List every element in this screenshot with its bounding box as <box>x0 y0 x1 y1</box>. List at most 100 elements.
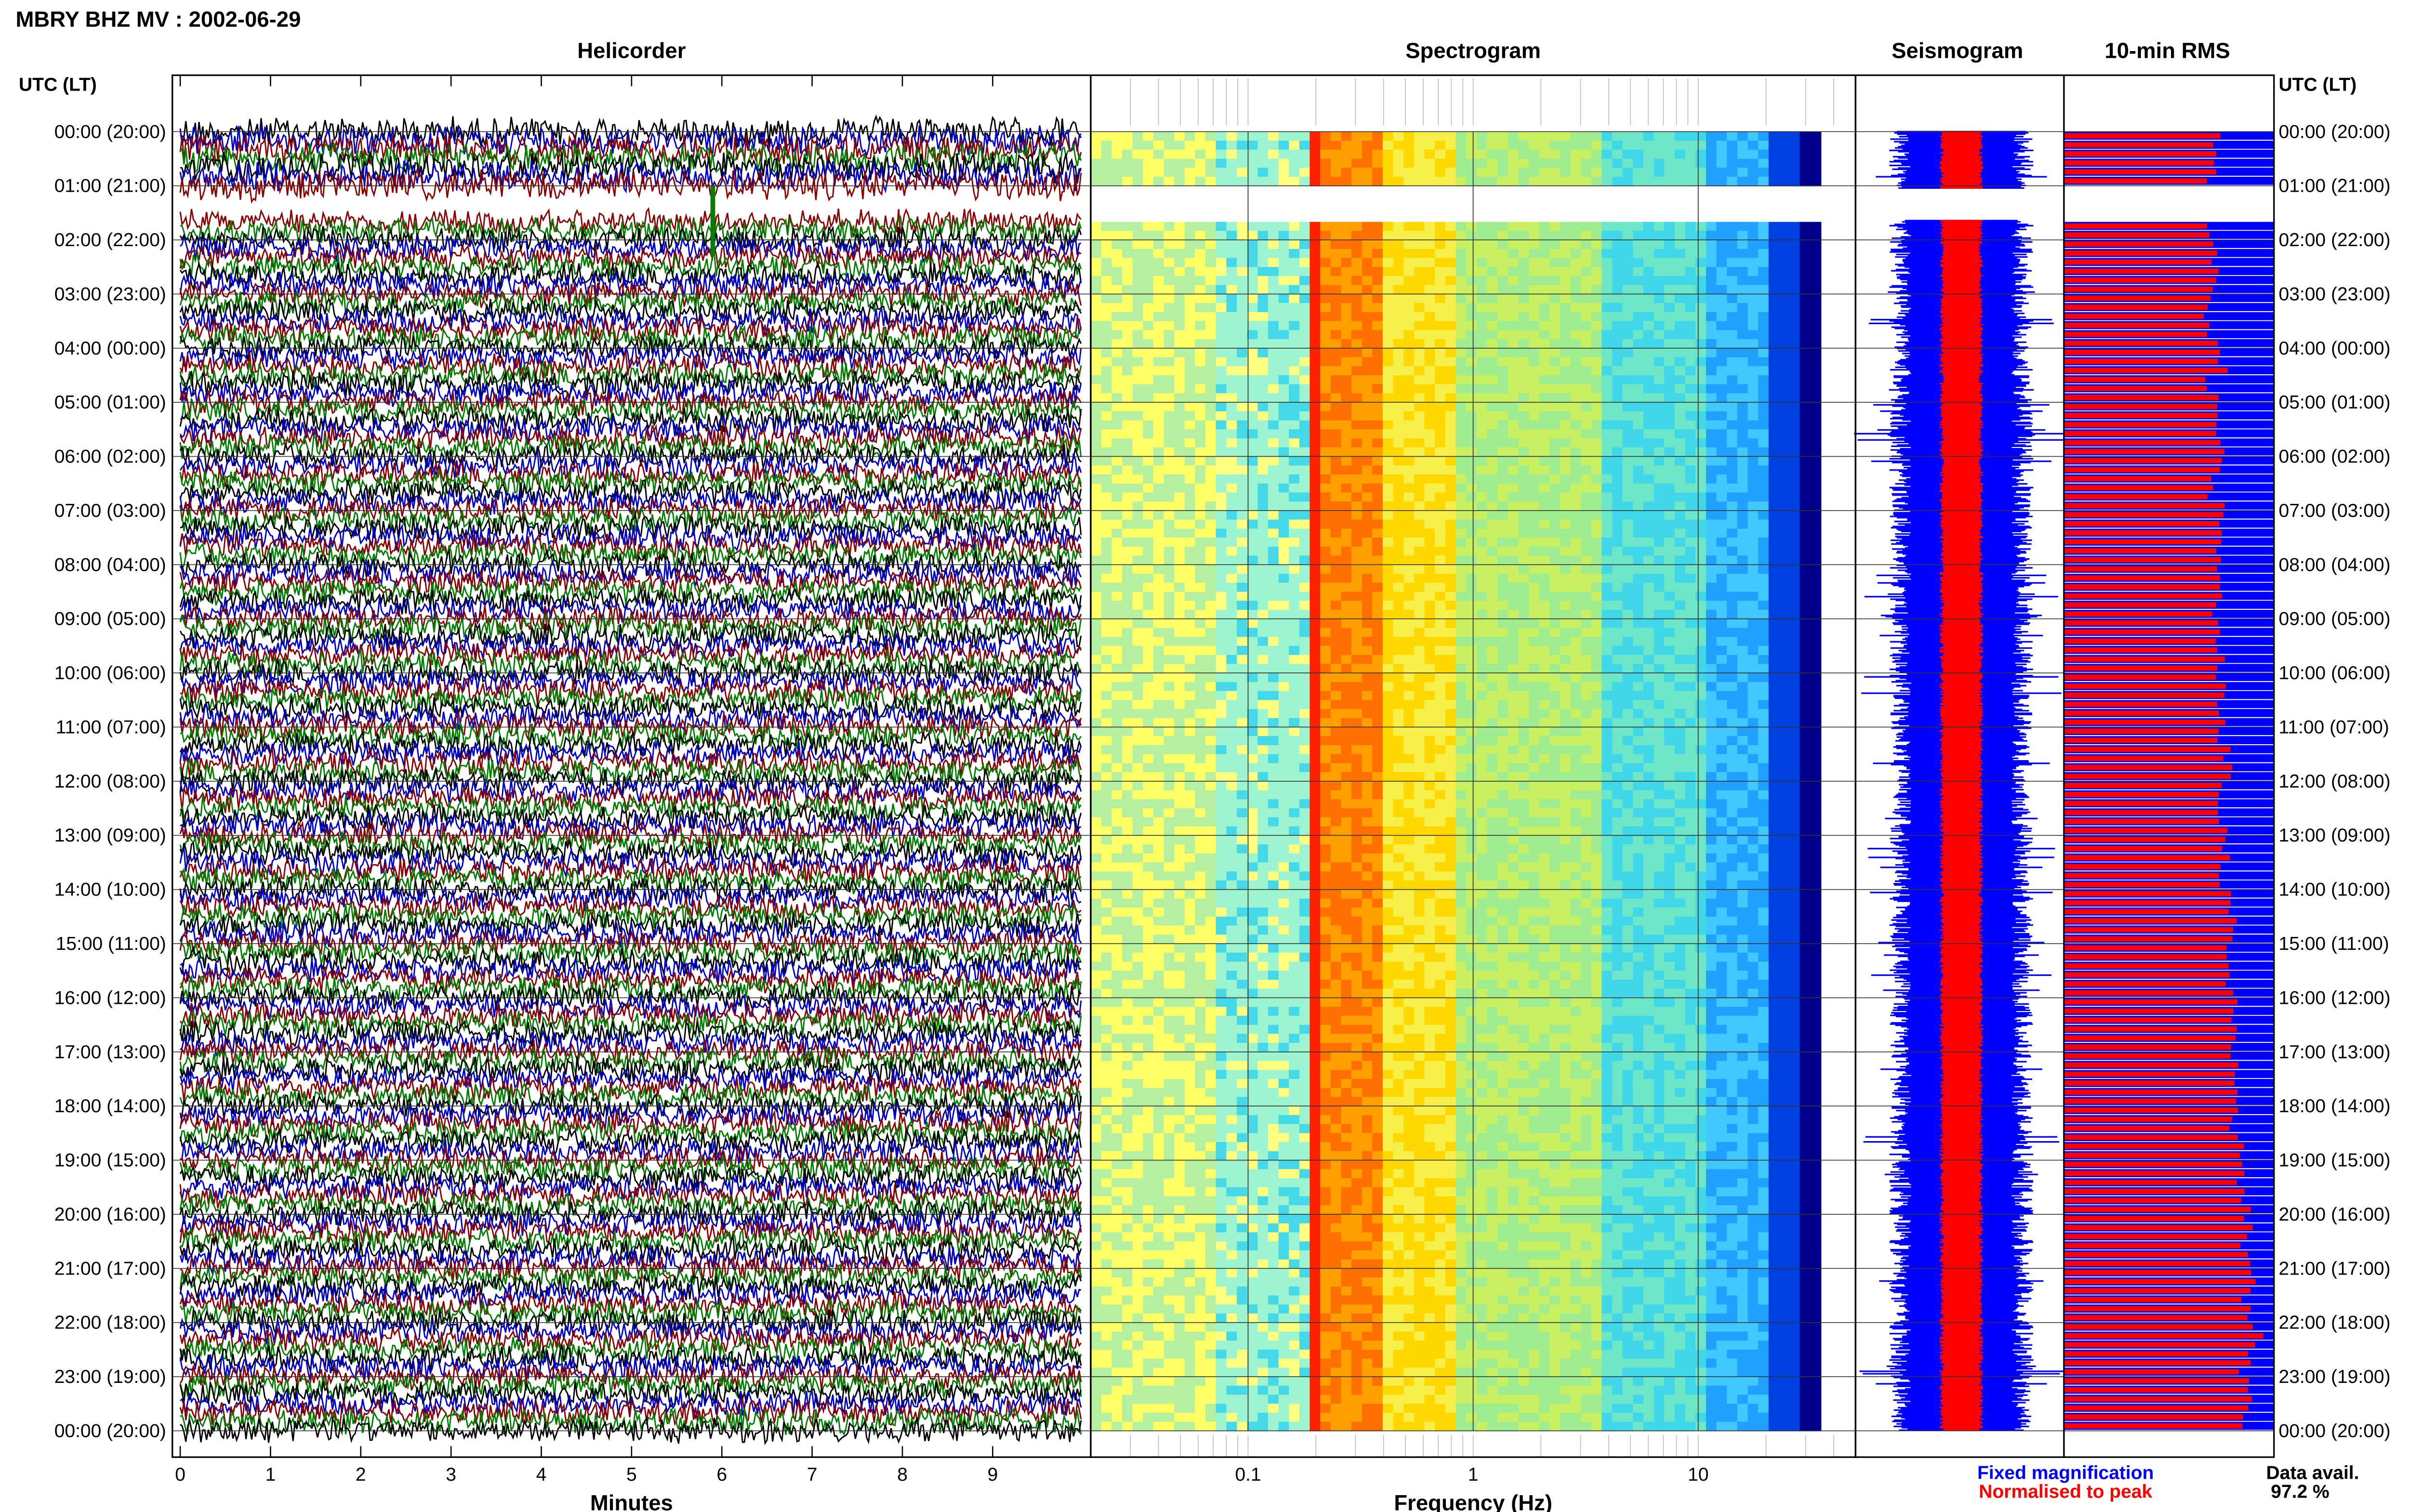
spectrogram-cell <box>1737 528 1748 539</box>
spectrogram-cell <box>1622 538 1634 547</box>
spectrogram-cell <box>1591 519 1602 529</box>
spectrogram-cell <box>1184 538 1196 547</box>
spectrogram-cell <box>1706 285 1718 295</box>
spectrogram-cell <box>1810 348 1822 358</box>
spectrogram-cell <box>1508 519 1519 529</box>
spectrogram-cell <box>1299 438 1310 448</box>
spectrogram-cell <box>1351 538 1363 547</box>
spectrogram-cell <box>1289 168 1300 177</box>
spectrogram-cell <box>1090 538 1102 547</box>
spectrogram-cell <box>1487 131 1498 142</box>
spectrogram-cell <box>1341 393 1352 403</box>
spectrogram-cell <box>1674 510 1686 520</box>
spectrogram-cell <box>1247 781 1258 791</box>
spectrogram-cell <box>1122 294 1134 304</box>
spectrogram-cell <box>1341 474 1352 484</box>
spectrogram-cell <box>1351 610 1363 619</box>
spectrogram-cell <box>1112 736 1123 746</box>
spectrogram-cell <box>1393 267 1404 277</box>
spectrogram-cell <box>1143 610 1154 619</box>
spectrogram-cell <box>1737 655 1748 665</box>
spectrogram-cell <box>1549 348 1561 358</box>
spectrogram-cell <box>1758 655 1770 665</box>
spectrogram-cell <box>1101 492 1112 502</box>
spectrogram-cell <box>1164 168 1175 177</box>
spectrogram-cell <box>1674 519 1686 529</box>
spectrogram-cell <box>1758 772 1770 782</box>
spectrogram-cell <box>1132 700 1144 710</box>
spectrogram-cell <box>1518 456 1530 466</box>
spectrogram-cell <box>1226 601 1238 610</box>
spectrogram-cell <box>1153 628 1165 638</box>
spectrogram-cell <box>1414 555 1426 565</box>
spectrogram-cell <box>1539 664 1550 674</box>
spectrogram-cell <box>1758 565 1770 575</box>
spectrogram-cell <box>1153 655 1165 665</box>
spectrogram-cell <box>1216 538 1227 547</box>
spectrogram-cell <box>1174 303 1186 313</box>
spectrogram-cell <box>1643 339 1655 349</box>
spectrogram-cell <box>1497 348 1509 358</box>
spectrogram-cell <box>1257 645 1269 656</box>
spectrogram-cell <box>1695 582 1707 592</box>
spectrogram-cell <box>1310 330 1321 340</box>
spectrogram-cell <box>1685 330 1696 340</box>
spectrogram-cell <box>1476 321 1488 331</box>
spectrogram-cell <box>1310 474 1321 484</box>
spectrogram-cell <box>1164 348 1175 358</box>
spectrogram-cell <box>1591 691 1602 701</box>
spectrogram-cell <box>1310 645 1321 656</box>
spectrogram-cell <box>1800 438 1811 448</box>
spectrogram-cell <box>1090 447 1102 457</box>
spectrogram-cell <box>1737 691 1748 701</box>
spectrogram-cell <box>1810 384 1822 394</box>
spectrogram-cell <box>1654 501 1665 512</box>
rms-title: 10-min RMS <box>2105 38 2230 63</box>
spectrogram-cell <box>1122 727 1134 737</box>
spectrogram-cell <box>1779 149 1790 159</box>
spectrogram-cell <box>1289 330 1300 340</box>
spectrogram-cell <box>1112 483 1123 493</box>
spectrogram-cell <box>1257 790 1269 800</box>
spectrogram-cell <box>1372 673 1384 683</box>
spectrogram-cell <box>1654 718 1665 728</box>
spectrogram-cell <box>1112 592 1123 602</box>
spectrogram-cell <box>1727 492 1738 502</box>
spectrogram-cell <box>1685 321 1696 331</box>
spectrogram-cell <box>1789 718 1801 728</box>
spectrogram-cell <box>1487 483 1498 493</box>
spectrogram-cell <box>1090 267 1102 277</box>
spectrogram-cell <box>1570 510 1582 520</box>
spectrogram-cell <box>1174 610 1186 619</box>
spectrogram-cell <box>1195 348 1206 358</box>
spectrogram-cell <box>1487 736 1498 746</box>
spectrogram-cell <box>1466 141 1478 150</box>
spectrogram-cell <box>1362 447 1373 457</box>
spectrogram-cell <box>1549 781 1561 791</box>
spectrogram-cell <box>1424 510 1436 520</box>
spectrogram-cell <box>1622 474 1634 484</box>
spectrogram-cell <box>1747 501 1759 512</box>
spectrogram-cell <box>1570 321 1582 331</box>
spectrogram-cell <box>1101 267 1112 277</box>
spectrogram-cell <box>1581 655 1592 665</box>
spectrogram-cell <box>1549 645 1561 656</box>
spectrogram-cell <box>1237 330 1248 340</box>
spectrogram-cell <box>1132 628 1144 638</box>
spectrogram-cell <box>1320 321 1332 331</box>
spectrogram-cell <box>1768 528 1780 539</box>
spectrogram-cell <box>1581 321 1592 331</box>
spectrogram-cell <box>1112 501 1123 512</box>
spectrogram-cell <box>1164 384 1175 394</box>
spectrogram-cell <box>1195 402 1206 412</box>
spectrogram-cell <box>1132 176 1144 186</box>
spectrogram-cell <box>1195 655 1206 665</box>
spectrogram-cell <box>1205 222 1217 232</box>
spectrogram-cell <box>1351 465 1363 475</box>
spectrogram-cell <box>1174 330 1186 340</box>
spectrogram-cell <box>1747 691 1759 701</box>
spectrogram-cell <box>1216 510 1227 520</box>
spectrogram-cell <box>1758 384 1770 394</box>
spectrogram-cell <box>1529 411 1540 421</box>
spectrogram-cell <box>1466 384 1478 394</box>
